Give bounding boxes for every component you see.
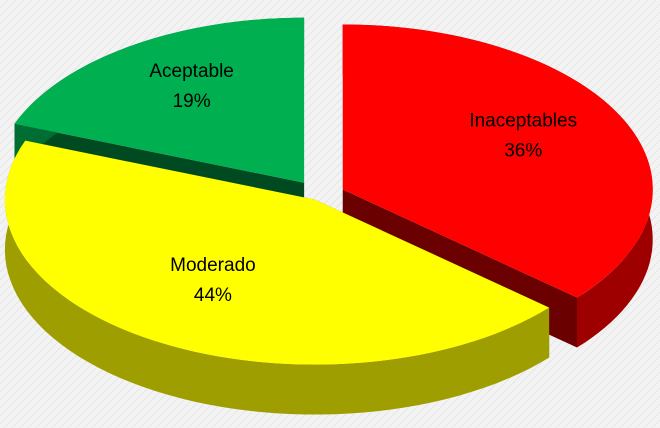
slice-value-label: 44%: [194, 285, 232, 306]
slice-label: Inaceptables: [469, 111, 577, 132]
slice-label: Moderado: [170, 255, 256, 276]
slice-side: [4, 140, 550, 415]
slice: [4, 140, 550, 415]
slice-value-label: 19%: [173, 91, 211, 112]
slice-value-label: 36%: [504, 141, 542, 162]
pie: [4, 17, 653, 415]
slice-top: [4, 140, 550, 365]
slice-top: [342, 24, 653, 298]
slice-label: Aceptable: [149, 61, 234, 82]
slice-top: [14, 17, 305, 183]
